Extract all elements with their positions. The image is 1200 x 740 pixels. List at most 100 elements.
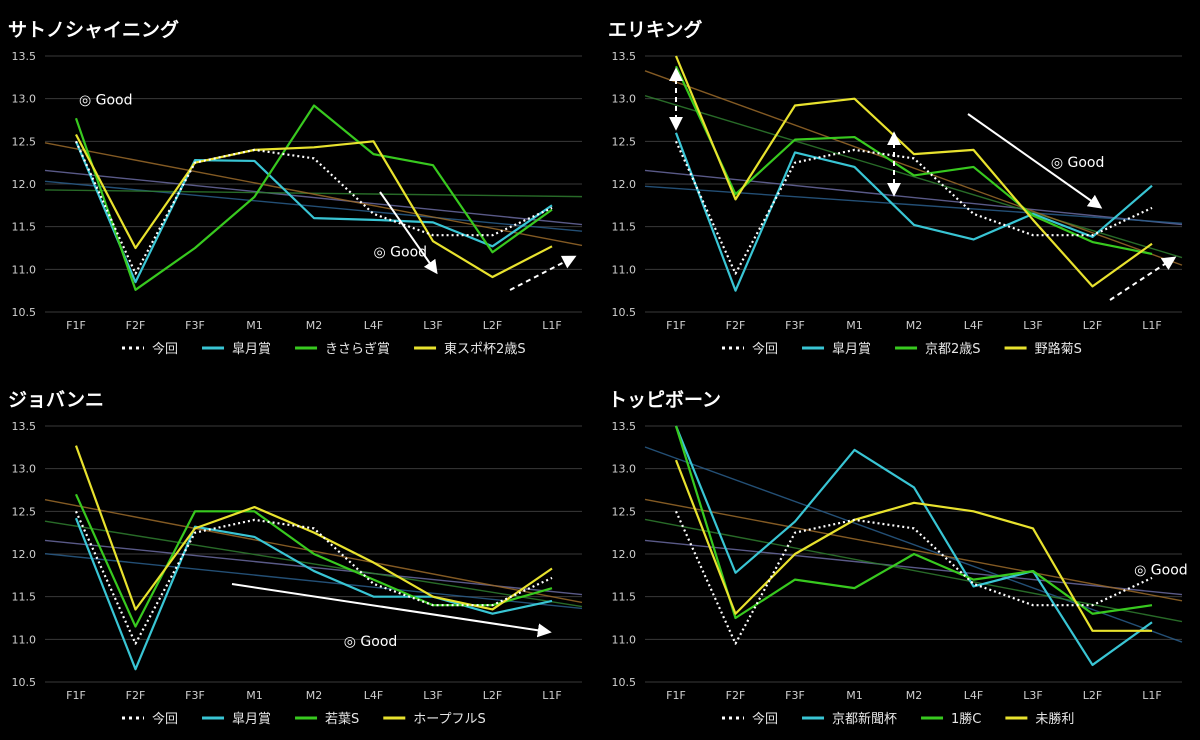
trendline-s (44, 498, 583, 604)
x-tick-label: F1F (666, 689, 686, 702)
chart-title: エリキング (608, 18, 702, 41)
x-tick-label: F3F (785, 689, 805, 702)
x-tick-label: L1F (542, 319, 561, 332)
arrow-annotation (967, 113, 1103, 209)
y-tick-label: 11.5 (12, 591, 37, 604)
x-tick-label: M1 (246, 689, 263, 702)
trendline-series-2 (644, 446, 1183, 643)
series-line-series-1 (74, 140, 553, 275)
y-tick-label: 12.5 (12, 505, 37, 518)
x-tick-label: L3F (1023, 689, 1042, 702)
trendline-series-2 (44, 552, 583, 610)
series-line-s (674, 55, 1153, 288)
y-tick-label: 12.5 (612, 505, 637, 518)
good-annotation: ◎ Good (79, 93, 133, 109)
x-tick-label: L2F (1083, 319, 1102, 332)
x-tick-label: L2F (483, 319, 502, 332)
legend-label-s: 若葉S (325, 711, 359, 727)
trendline-s (644, 70, 1183, 266)
x-tick-label: L1F (1142, 689, 1161, 702)
legend-label-series-2: 皐月賞 (232, 712, 271, 727)
trendline-series-1 (44, 169, 583, 226)
series-line-2-s (675, 65, 1153, 256)
arrow-annotation (379, 191, 438, 275)
y-tick-label: 11.0 (12, 633, 37, 646)
chart-panel-satono-shining: サトノシャイニング 10.5 11.0 11.5 12.0 12.5 13.0 13.5 F1F… (0, 0, 600, 370)
chart-panel-toppi-bone: トッピボーン 10.5 11.0 11.5 12.0 12.5 13.0 13.5 F1F F2F… (600, 370, 1200, 740)
series-line-series-2 (674, 132, 1153, 292)
arrow-annotation (1109, 256, 1177, 301)
chart-title: トッピボーン (608, 389, 721, 411)
series-line-2-s (75, 133, 553, 279)
series-line-series-2 (674, 425, 1153, 667)
x-tick-label: F1F (66, 319, 86, 332)
x-tick-label: F1F (66, 689, 86, 702)
series-line-series-4 (674, 459, 1152, 632)
legend-label-series-1: 今回 (152, 711, 178, 727)
x-tick-label: F2F (726, 319, 746, 332)
good-annotation: ◎ Good (1134, 562, 1188, 578)
x-tick-label: F3F (185, 689, 205, 702)
legend-label-1-c: 1勝C (951, 712, 981, 727)
legend-label-s: 野路菊S (1035, 341, 1082, 357)
x-tick-label: L3F (423, 689, 442, 702)
x-tick-label: L4F (964, 319, 983, 332)
arrow-annotation (231, 583, 552, 638)
legend-label-series-2: 京都新聞杯 (832, 711, 897, 727)
series-line-series-1 (674, 510, 1153, 645)
chart-title: ジョバンニ (8, 389, 104, 411)
chart-panel-eri-king: エリキング 10.5 11.0 11.5 12.0 12.5 13.0 13.5 F1F F2F F… (600, 0, 1200, 370)
x-tick-label: L4F (364, 319, 383, 332)
series-line-series-1 (74, 510, 553, 645)
x-tick-label: M2 (306, 319, 323, 332)
x-tick-label: L2F (483, 689, 502, 702)
y-tick-label: 12.0 (612, 548, 637, 561)
y-tick-label: 12.5 (612, 135, 637, 148)
y-tick-label: 11.5 (12, 221, 37, 234)
series-line-series-2 (74, 140, 553, 284)
series-line-series-1 (674, 140, 1153, 275)
trendline-series-4 (644, 498, 1183, 602)
arrow-annotation (509, 255, 577, 291)
x-tick-label: L4F (364, 689, 383, 702)
y-tick-label: 11.5 (612, 221, 637, 234)
y-tick-label: 13.5 (12, 50, 37, 63)
y-tick-label: 10.5 (12, 676, 37, 689)
y-tick-label: 12.0 (12, 548, 37, 561)
x-tick-label: M2 (906, 319, 923, 332)
legend-label-series-1: 今回 (752, 711, 778, 727)
y-tick-label: 10.5 (12, 306, 37, 319)
legend-label-series-3: きさらぎ賞 (325, 342, 390, 357)
y-tick-label: 11.5 (612, 591, 637, 604)
good-annotation: ◎ Good (374, 244, 428, 260)
x-tick-label: L1F (1142, 319, 1161, 332)
line-chart-svg: エリキング 10.5 11.0 11.5 12.0 12.5 13.0 13.5 F1F F2F F… (608, 18, 1183, 357)
trendline-1-c (644, 518, 1183, 623)
y-tick-label: 12.0 (12, 178, 37, 191)
x-tick-label: L3F (423, 319, 442, 332)
trendline-series-3 (44, 189, 583, 198)
x-tick-label: F2F (726, 689, 746, 702)
x-tick-label: L1F (542, 689, 561, 702)
legend-label-2-s: 東スポ杯2歳S (444, 341, 526, 357)
x-tick-label: L4F (964, 689, 983, 702)
trendline-series-2 (44, 180, 583, 232)
legend-label-series-4: 未勝利 (1035, 712, 1074, 727)
y-tick-label: 13.0 (12, 463, 37, 476)
x-tick-label: M2 (306, 689, 323, 702)
x-tick-label: F2F (126, 319, 146, 332)
trendline-s (44, 520, 583, 608)
x-tick-label: M1 (246, 319, 263, 332)
x-tick-label: M2 (906, 689, 923, 702)
x-tick-label: M1 (846, 689, 863, 702)
line-chart-svg: サトノシャイニング 10.5 11.0 11.5 12.0 12.5 13.0 13.5 F1F… (8, 18, 583, 357)
x-tick-label: L2F (1083, 689, 1102, 702)
x-tick-label: F2F (126, 689, 146, 702)
series-line-1-c (674, 425, 1153, 620)
legend-label-s: ホープフルS (413, 712, 485, 727)
trendline-series-1 (644, 169, 1183, 226)
legend-label-series-2: 皐月賞 (232, 342, 271, 357)
y-tick-label: 12.0 (612, 178, 637, 191)
y-tick-label: 10.5 (612, 676, 637, 689)
y-tick-label: 13.0 (12, 93, 37, 106)
